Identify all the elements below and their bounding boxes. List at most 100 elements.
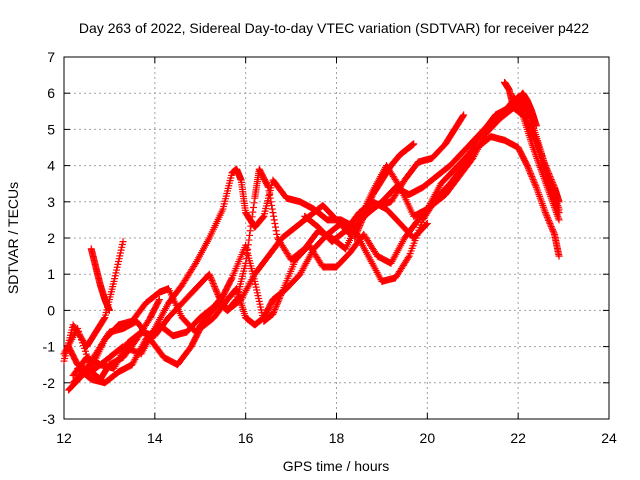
- data-point: [273, 230, 281, 238]
- axis-ticks: [63, 56, 610, 420]
- data-point: [264, 183, 272, 191]
- data-point: [271, 305, 279, 313]
- data-point: [546, 220, 554, 228]
- data-point: [547, 223, 555, 231]
- series-track-7: [87, 245, 113, 314]
- data-point: [267, 198, 275, 206]
- x-tick-label: 24: [601, 430, 617, 446]
- data-point: [246, 231, 254, 239]
- data-point: [519, 107, 527, 115]
- data-point: [264, 182, 272, 190]
- data-point: [525, 123, 533, 131]
- data-point: [523, 117, 531, 125]
- chart-title: Day 263 of 2022, Sidereal Day-to-day VTE…: [79, 20, 589, 36]
- data-point: [352, 231, 360, 239]
- data-point: [274, 298, 282, 306]
- data-point: [519, 109, 527, 117]
- data-point: [531, 180, 539, 188]
- data-point: [528, 174, 536, 182]
- data-point: [547, 221, 555, 229]
- data-point: [555, 252, 563, 260]
- data-point: [357, 218, 365, 226]
- data-point: [209, 280, 217, 288]
- data-point: [272, 223, 280, 231]
- data-point: [248, 217, 256, 225]
- data-point: [527, 171, 535, 179]
- data-point: [270, 307, 278, 315]
- data-point: [527, 127, 535, 135]
- data-point: [245, 236, 253, 244]
- data-point: [423, 220, 431, 228]
- data-point: [268, 205, 276, 213]
- data-point: [275, 296, 283, 304]
- y-tick-label: 3: [47, 194, 55, 210]
- data-point: [208, 276, 216, 284]
- data-point: [249, 203, 257, 211]
- data-point: [259, 213, 267, 221]
- y-tick-label: 0: [47, 302, 55, 318]
- series-track-10: [301, 198, 431, 246]
- data-point: [265, 187, 273, 195]
- data-point: [404, 254, 412, 262]
- data-point: [269, 310, 277, 318]
- data-point: [526, 126, 534, 134]
- data-point: [250, 199, 258, 207]
- y-tick-label: 6: [47, 85, 55, 101]
- x-tick-label: 18: [329, 430, 345, 446]
- data-point: [360, 212, 368, 220]
- data-point: [227, 275, 235, 283]
- x-tick-label: 12: [56, 430, 72, 446]
- data-point: [211, 284, 219, 292]
- data-point: [532, 122, 540, 130]
- data-point: [247, 222, 255, 230]
- y-tick-label: 5: [47, 121, 55, 137]
- data-point: [246, 227, 254, 235]
- data-point: [276, 293, 284, 301]
- data-point: [155, 296, 163, 304]
- data-point: [544, 215, 552, 223]
- data-point: [530, 177, 538, 185]
- data-point: [549, 226, 557, 234]
- data-point: [410, 140, 418, 148]
- data-point: [529, 176, 537, 184]
- x-tick-label: 20: [420, 430, 436, 446]
- data-point: [524, 163, 532, 171]
- x-tick-label: 16: [238, 430, 254, 446]
- data-point: [545, 216, 553, 224]
- data-point: [212, 286, 220, 294]
- data-point: [355, 223, 363, 231]
- data-point: [266, 191, 274, 199]
- data-point: [520, 110, 528, 118]
- data-point: [525, 121, 533, 129]
- data-point: [532, 182, 540, 190]
- data-point: [266, 194, 274, 202]
- data-point: [522, 115, 530, 123]
- data-point: [275, 295, 283, 303]
- data-point: [270, 212, 278, 220]
- data-point: [526, 168, 534, 176]
- data-point: [100, 315, 108, 323]
- x-tick-label: 22: [510, 430, 526, 446]
- data-point: [525, 165, 533, 173]
- data-point: [541, 209, 549, 217]
- data-point: [268, 201, 276, 209]
- data-point: [270, 308, 278, 316]
- data-point: [357, 220, 365, 228]
- data-point: [272, 302, 280, 310]
- data-point: [272, 304, 280, 312]
- data-point: [530, 179, 538, 187]
- data-point: [205, 270, 213, 278]
- data-point: [526, 169, 534, 177]
- data-point: [521, 112, 529, 120]
- data-point: [211, 283, 219, 291]
- data-point: [277, 291, 285, 299]
- data-point: [249, 208, 257, 216]
- data-point: [272, 227, 280, 235]
- data-point: [119, 238, 127, 246]
- data-point: [521, 114, 529, 122]
- data-point: [525, 166, 533, 174]
- data-point: [210, 281, 218, 289]
- data-point: [271, 220, 279, 228]
